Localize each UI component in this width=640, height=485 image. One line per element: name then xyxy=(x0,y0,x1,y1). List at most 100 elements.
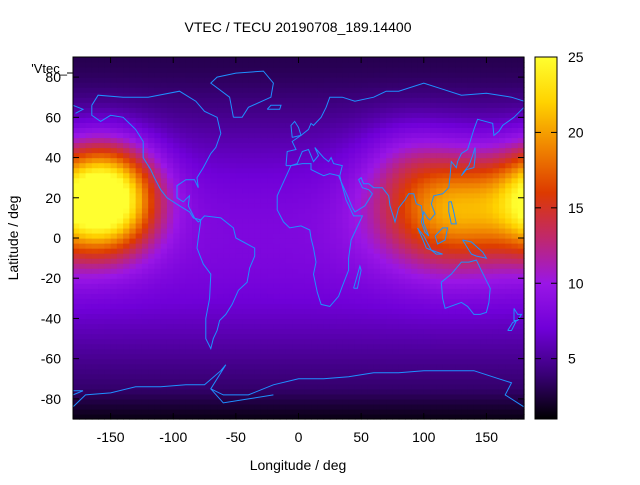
heatmap-cell xyxy=(204,157,212,164)
heatmap-cell xyxy=(423,363,431,370)
heatmap-cell xyxy=(223,368,231,375)
heatmap-cell xyxy=(123,258,130,264)
heatmap-cell xyxy=(404,217,412,224)
heatmap-cell xyxy=(442,152,450,159)
heatmap-cell xyxy=(179,353,187,360)
heatmap-cell xyxy=(348,157,356,164)
heatmap-cell xyxy=(204,413,212,420)
heatmap-cell xyxy=(116,97,124,103)
heatmap-cell xyxy=(98,192,105,199)
heatmap-cell xyxy=(386,107,394,113)
heatmap-cell xyxy=(329,248,337,254)
heatmap-cell xyxy=(473,288,481,294)
heatmap-cell xyxy=(254,77,262,83)
heatmap-cell xyxy=(204,122,212,128)
heatmap-cell xyxy=(492,263,500,269)
heatmap-cell xyxy=(411,222,419,229)
heatmap-cell xyxy=(91,323,99,330)
heatmap-cell xyxy=(386,328,394,335)
heatmap-cell xyxy=(154,238,162,244)
heatmap-cell xyxy=(192,388,199,395)
heatmap-cell xyxy=(448,82,456,88)
heatmap-cell xyxy=(386,192,394,199)
heatmap-cell xyxy=(436,398,444,405)
chart-title: VTEC / TECU 20190708_189.14400 xyxy=(184,19,411,35)
heatmap-cell xyxy=(210,323,218,330)
heatmap-cell xyxy=(298,273,306,279)
heatmap-cell xyxy=(361,413,368,420)
heatmap-cell xyxy=(379,122,387,128)
heatmap-cell xyxy=(361,127,368,134)
heatmap-cell xyxy=(467,212,475,219)
heatmap-cell xyxy=(104,258,112,264)
heatmap-cell xyxy=(480,378,488,385)
heatmap-cell xyxy=(511,92,519,98)
heatmap-cell xyxy=(398,217,406,224)
heatmap-cell xyxy=(505,373,513,380)
heatmap-cell xyxy=(392,298,400,304)
heatmap-cell xyxy=(285,258,293,264)
heatmap-cell xyxy=(461,202,469,209)
heatmap-cell xyxy=(210,222,218,229)
heatmap-cell xyxy=(91,313,99,320)
heatmap-cell xyxy=(154,162,162,169)
heatmap-cell xyxy=(217,338,224,345)
heatmap-cell xyxy=(235,107,243,113)
heatmap-cell xyxy=(430,142,437,149)
heatmap-cell xyxy=(398,398,406,405)
heatmap-cell xyxy=(492,303,500,309)
heatmap-cell xyxy=(229,142,237,149)
heatmap-cell xyxy=(461,172,469,179)
heatmap-cell xyxy=(361,368,368,375)
heatmap-cell xyxy=(179,117,187,123)
heatmap-cell xyxy=(248,72,256,78)
heatmap-cell xyxy=(442,127,450,134)
heatmap-cell xyxy=(154,253,162,259)
heatmap-cell xyxy=(323,107,331,113)
heatmap-cell xyxy=(135,117,143,123)
heatmap-cell xyxy=(442,303,450,309)
heatmap-cell xyxy=(98,102,105,108)
heatmap-cell xyxy=(141,177,149,184)
heatmap-cell xyxy=(129,197,137,204)
heatmap-cell xyxy=(123,152,130,159)
heatmap-cell xyxy=(179,127,187,134)
heatmap-cell xyxy=(386,127,394,134)
heatmap-cell xyxy=(254,167,262,174)
heatmap-cell xyxy=(361,248,368,254)
heatmap-cell xyxy=(185,343,193,350)
heatmap-cell xyxy=(373,263,381,269)
heatmap-cell xyxy=(79,393,87,400)
heatmap-cell xyxy=(260,408,268,415)
heatmap-cell xyxy=(498,258,506,264)
heatmap-cell xyxy=(511,87,519,93)
heatmap-cell xyxy=(110,298,118,304)
heatmap-cell xyxy=(148,353,156,360)
heatmap-cell xyxy=(311,132,318,139)
heatmap-cell xyxy=(248,398,256,405)
heatmap-cell xyxy=(179,217,187,224)
heatmap-cell xyxy=(498,212,506,219)
heatmap-cell xyxy=(411,207,419,214)
heatmap-cell xyxy=(148,308,156,315)
heatmap-cell xyxy=(229,117,237,123)
heatmap-cell xyxy=(260,167,268,174)
heatmap-cell xyxy=(311,243,318,249)
heatmap-cell xyxy=(417,293,425,299)
heatmap-cell xyxy=(517,187,525,194)
heatmap-cell xyxy=(342,182,350,189)
heatmap-cell xyxy=(392,378,400,385)
heatmap-cell xyxy=(154,333,162,340)
heatmap-cell xyxy=(511,102,519,108)
heatmap-cell xyxy=(217,92,224,98)
heatmap-cell xyxy=(379,348,387,355)
heatmap-cell xyxy=(73,388,80,395)
heatmap-cell xyxy=(486,107,494,113)
heatmap-cell xyxy=(448,318,456,325)
heatmap-cell xyxy=(342,258,350,264)
heatmap-cell xyxy=(373,157,381,164)
heatmap-cell xyxy=(279,238,287,244)
heatmap-cell xyxy=(166,207,174,214)
heatmap-cell xyxy=(73,323,80,330)
heatmap-cell xyxy=(467,132,475,139)
